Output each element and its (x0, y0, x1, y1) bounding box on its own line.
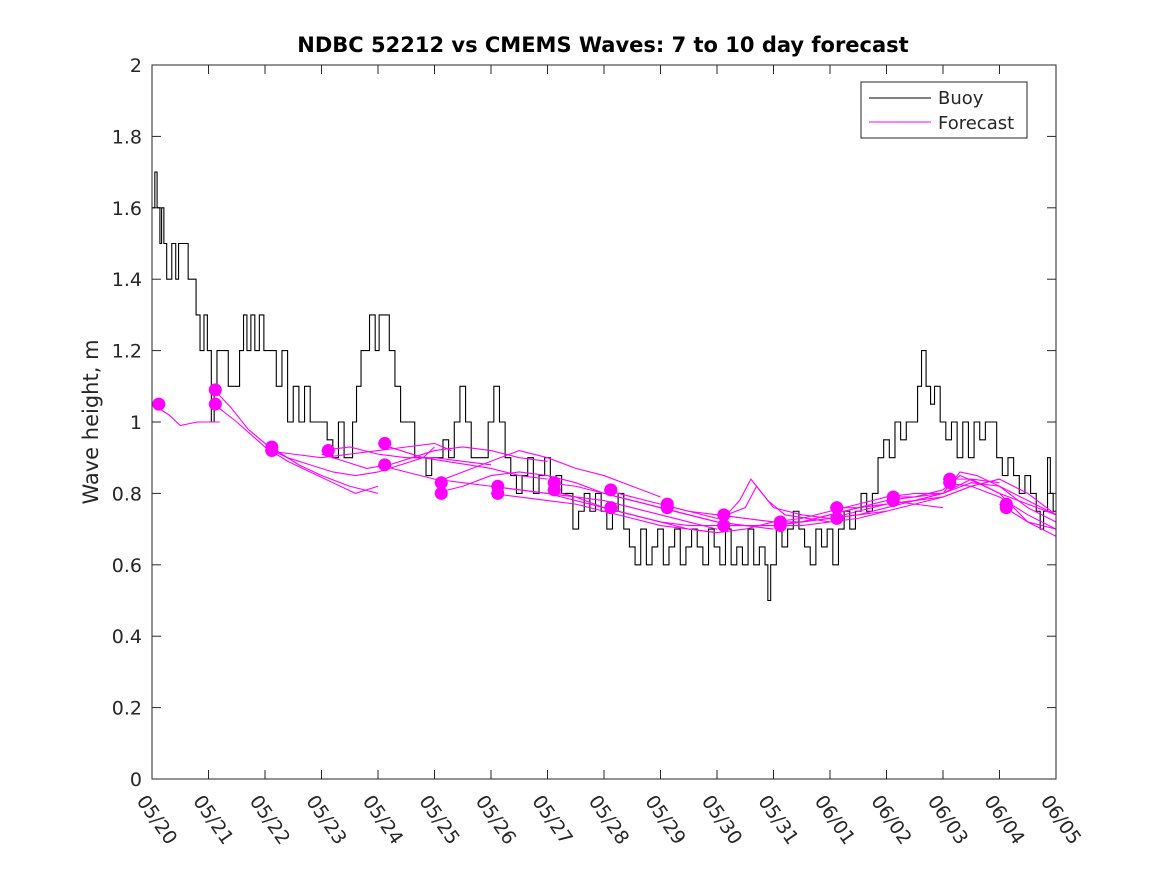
y-axis-label: Wave height, m (79, 339, 103, 504)
forecast-line (490, 485, 718, 530)
forecast-line (377, 442, 548, 480)
y-tick-label: 0.8 (112, 483, 142, 505)
forecast-start-marker (265, 444, 279, 458)
legend-forecast-label: Forecast (938, 113, 1014, 134)
forecast-start-marker (547, 483, 561, 497)
forecast-start-marker (773, 519, 787, 533)
forecast-line (943, 478, 1057, 516)
forecast-line (321, 446, 548, 469)
forecast-start-marker (886, 494, 900, 508)
forecast-start-marker (717, 508, 731, 522)
forecast-line (151, 403, 220, 427)
buoy-line (152, 171, 1056, 602)
plot-area: 05/20 05/21 05/22 05/23 05/24 05/25 05/26 05/27… (112, 55, 1086, 849)
y-tick-label: 1.6 (112, 198, 142, 220)
forecast-line (830, 478, 1057, 516)
forecast-start-marker (208, 397, 222, 411)
y-tick-label: 1 (130, 412, 142, 434)
chart-title: NDBC 52212 vs CMEMS Waves: 7 to 10 day f… (297, 33, 908, 57)
forecast-start-marker (830, 511, 844, 525)
y-tick-label: 1.8 (112, 126, 142, 148)
forecast-line (490, 492, 718, 534)
forecast-start-marker (152, 397, 166, 411)
forecast-start-marker (491, 486, 505, 500)
forecast-start-marker (434, 486, 448, 500)
forecast-line (603, 485, 831, 523)
forecast-line (434, 449, 661, 498)
forecast-start-marker (378, 458, 392, 472)
forecast-line (264, 446, 435, 477)
forecast-start-marker (660, 501, 674, 515)
y-tick-label: 0.2 (112, 698, 142, 720)
forecast-line (942, 482, 1057, 530)
forecast-start-marker (378, 436, 392, 450)
forecast-line (264, 442, 452, 459)
y-tick-label: 1.4 (112, 269, 142, 291)
legend-buoy-label: Buoy (938, 88, 984, 109)
legend-box (860, 81, 1028, 139)
forecast-line (886, 471, 1057, 516)
forecast-line (321, 446, 492, 466)
forecast-line (603, 478, 831, 527)
forecast-start-marker (830, 501, 844, 515)
forecast-start-marker (717, 519, 731, 533)
legend: Buoy Forecast (860, 81, 1028, 139)
forecast-line (716, 492, 943, 523)
forecast-start-marker (208, 383, 222, 397)
y-tick-label: 0.4 (112, 626, 142, 648)
y-tick-label: 0.6 (112, 555, 142, 577)
forecast-start-marker (604, 501, 618, 515)
forecast-start-marker (321, 444, 335, 458)
forecast-start-marker (943, 476, 957, 490)
y-tick-label: 2 (130, 55, 142, 77)
forecast-start-marker (999, 501, 1013, 515)
y-tick-label: 0 (130, 769, 142, 791)
axes-frame (151, 64, 1057, 780)
forecast-line (213, 403, 379, 494)
forecast-start-marker (434, 476, 448, 490)
forecast-start-marker (604, 483, 618, 497)
y-tick-label: 1.2 (112, 341, 142, 363)
forecast-line (213, 389, 379, 494)
